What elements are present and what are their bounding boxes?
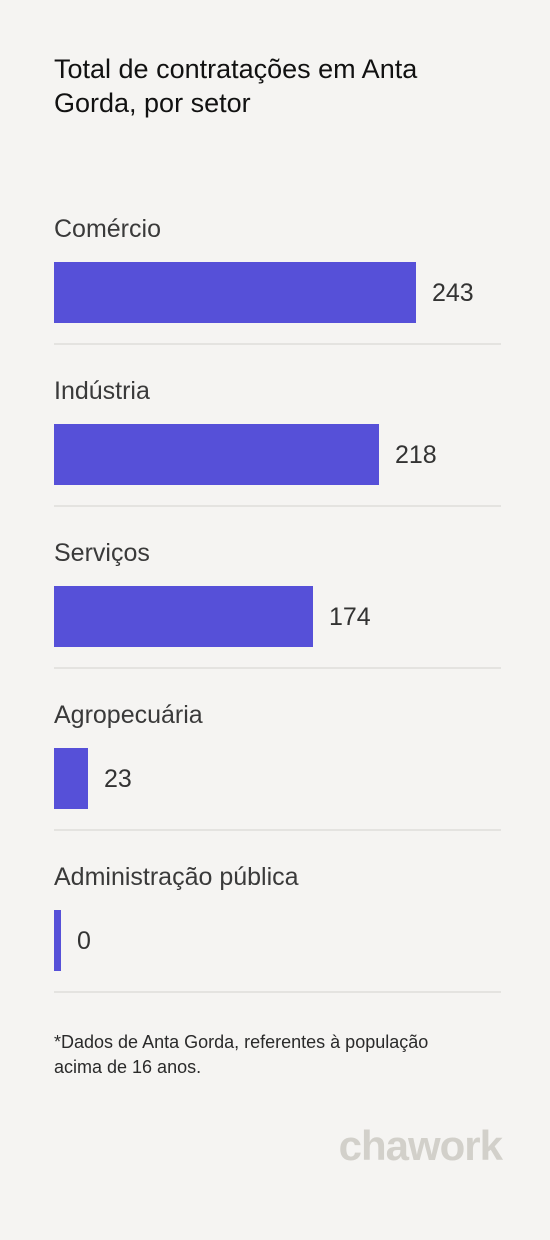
value-label: 243 [432,279,474,307]
row-divider [54,505,501,507]
chawork-logo: chawork [338,1122,503,1169]
row-divider [54,991,501,993]
category-label: Administração pública [54,863,299,891]
category-label: Agropecuária [54,701,203,729]
row-divider [54,343,501,345]
bar [54,748,88,809]
bar-row: Agropecuária 23 [54,692,501,854]
value-label: 23 [104,765,132,793]
bar-row: Serviços 174 [54,530,501,692]
category-label: Serviços [54,539,150,567]
value-label: 218 [395,441,437,469]
footnote: *Dados de Anta Gorda, referentes à popul… [54,1032,429,1077]
bar [54,910,61,971]
bar [54,586,313,647]
bar [54,262,416,323]
bar-row: Comércio 243 [54,206,501,368]
row-divider [54,667,501,669]
bar-chart: Comércio 243 Indústria 218 Serviços 174 Agrope… [54,206,501,1016]
bar-row: Indústria 218 [54,368,501,530]
category-label: Indústria [54,377,150,405]
value-label: 174 [329,603,371,631]
category-label: Comércio [54,215,161,243]
bar-row: Administração pública 0 [54,854,501,1016]
bar [54,424,379,485]
value-label: 0 [77,927,91,955]
chart-title: Total de contratações em Anta Gorda, por… [54,54,418,118]
row-divider [54,829,501,831]
